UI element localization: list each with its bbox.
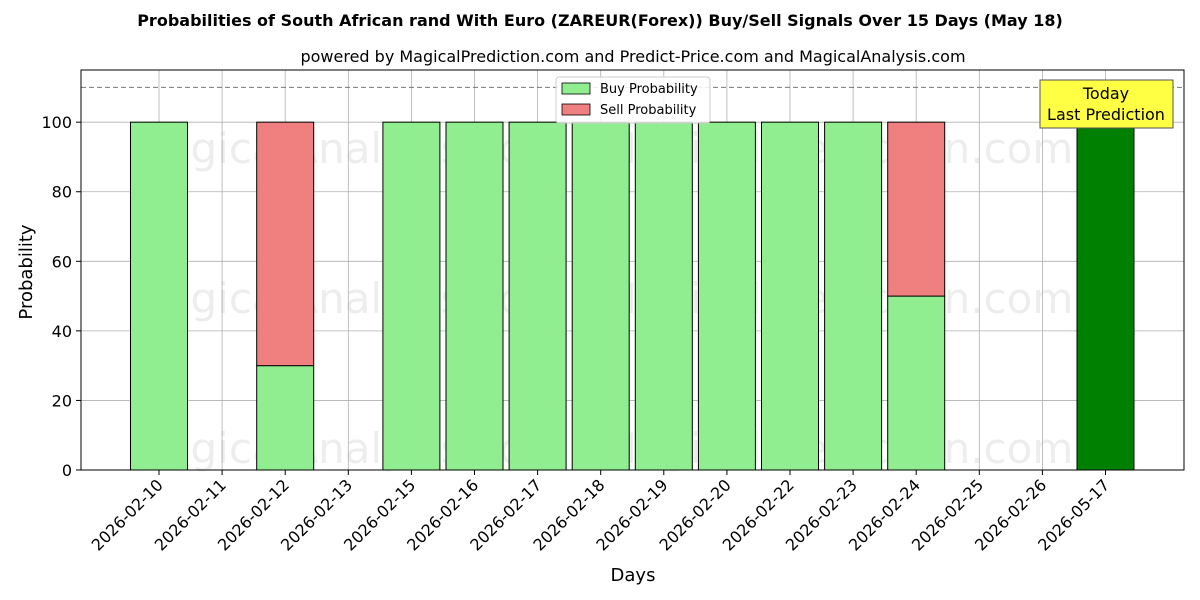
bars — [130, 121, 1135, 471]
x-axis: 2026-02-102026-02-112026-02-122026-02-13… — [88, 470, 1113, 555]
y-tick-label: 80 — [52, 183, 72, 202]
plot-frame — [80, 69, 1185, 471]
legend: Buy Probability Sell Probability — [555, 76, 711, 124]
bar-sell — [256, 121, 315, 367]
bar-buy — [130, 121, 188, 471]
y-tick-label: 20 — [52, 391, 72, 410]
today-label-line1: Today — [1082, 84, 1129, 103]
bar-buy — [697, 121, 756, 471]
legend-box — [555, 76, 711, 124]
bar-buy — [256, 365, 315, 471]
y-tick-label: 60 — [52, 252, 72, 271]
bar-sell — [887, 121, 946, 297]
legend-label-buy: Buy Probability — [600, 82, 698, 97]
bar-buy — [508, 121, 567, 471]
legend-swatch-sell — [561, 103, 591, 116]
today-annotation: Today Last Prediction — [1039, 79, 1174, 129]
today-label-box — [1039, 79, 1174, 129]
y-axis: 0 20 40 60 80 100 — [41, 113, 81, 480]
x-axis-label: Days — [611, 565, 656, 586]
bar-buy — [761, 121, 819, 471]
legend-label-sell: Sell Probability — [600, 103, 697, 118]
bar-buy — [445, 121, 504, 471]
y-tick-label: 40 — [52, 322, 72, 341]
bar-buy — [634, 121, 693, 471]
chart-title: Probabilities of South African rand With… — [137, 11, 1063, 30]
legend-swatch-buy — [561, 82, 591, 95]
bar-buy — [1076, 121, 1135, 471]
bar-buy — [887, 295, 946, 471]
chart-subtitle: powered by MagicalPrediction.com and Pre… — [300, 47, 965, 66]
bar-buy — [824, 121, 883, 471]
bar-buy — [382, 121, 441, 471]
bar-buy — [571, 121, 630, 471]
today-label-line2: Last Prediction — [1047, 105, 1165, 124]
y-axis-label: Probability — [16, 224, 37, 319]
y-tick-label: 0 — [62, 461, 72, 480]
y-tick-label: 100 — [41, 113, 72, 132]
